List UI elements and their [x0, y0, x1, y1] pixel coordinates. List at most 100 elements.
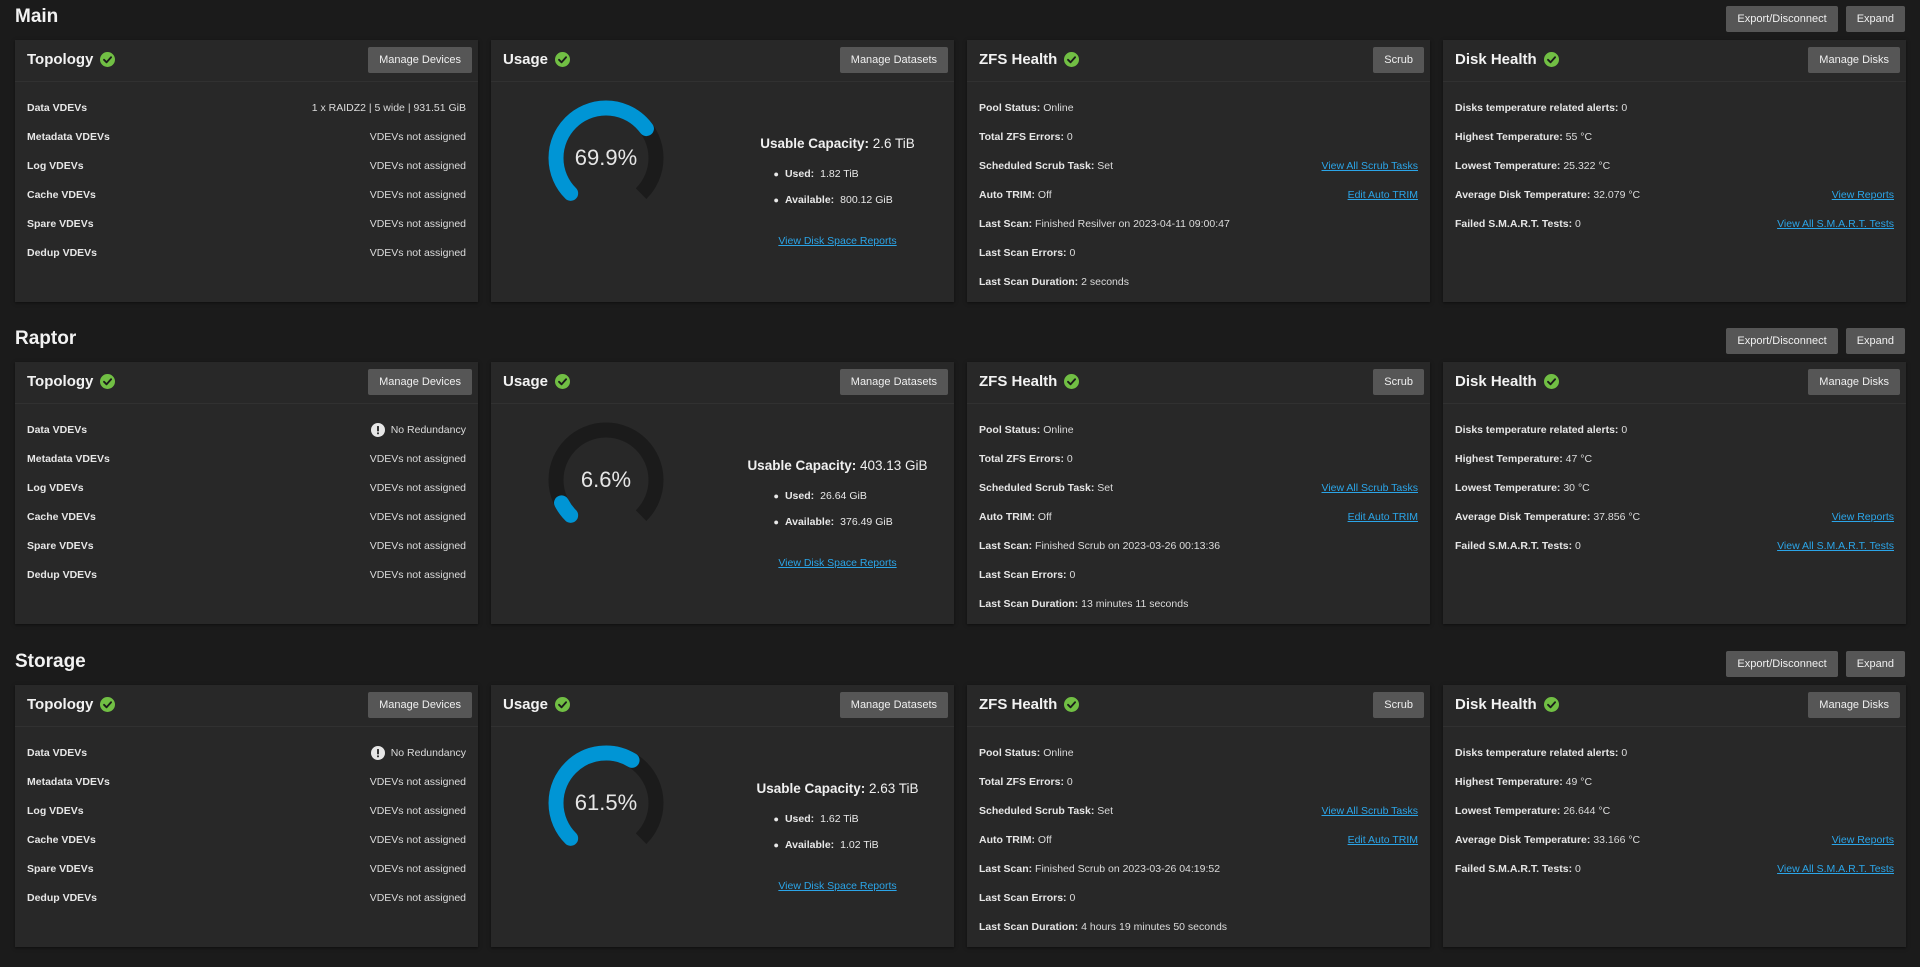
- zfs-rows: Pool Status: Online Total ZFS Errors: 0 Sc…: [979, 738, 1418, 941]
- vdev-value: VDEVs not assigned: [369, 539, 466, 552]
- row-label: Lowest Temperature:: [1455, 804, 1561, 817]
- export-disconnect-button[interactable]: Export/Disconnect: [1726, 328, 1838, 354]
- manage-datasets-button[interactable]: Manage Datasets: [839, 692, 948, 718]
- row-link[interactable]: View All Scrub Tasks: [1321, 159, 1419, 172]
- capacity-title: Usable Capacity: 2.63 TiB: [721, 781, 954, 796]
- manage-devices-button[interactable]: Manage Devices: [368, 369, 472, 395]
- manage-datasets-button[interactable]: Manage Datasets: [839, 47, 948, 73]
- row-left: Last Scan Errors: 0: [979, 247, 1075, 259]
- available-value: 376.49 GiB: [840, 516, 893, 528]
- vdev-label: Metadata VDEVs: [27, 130, 110, 143]
- row-link[interactable]: Edit Auto TRIM: [1347, 188, 1418, 201]
- row-left: Scheduled Scrub Task: Set: [979, 805, 1113, 817]
- expand-button[interactable]: Expand: [1845, 328, 1905, 354]
- vdev-value-wrap: VDEVs not assigned: [370, 540, 466, 552]
- zfs-row: Last Scan Errors: 0: [979, 560, 1418, 589]
- gauge-fill: [548, 745, 664, 861]
- card-title-text: ZFS Health: [979, 696, 1058, 713]
- row-label: Highest Temperature:: [1455, 130, 1563, 143]
- usage-gauge: 69.9%: [546, 98, 666, 218]
- warning-icon: [370, 422, 385, 437]
- topology-row: Dedup VDEVs VDEVs not assigned: [27, 238, 466, 267]
- manage-devices-button[interactable]: Manage Devices: [368, 692, 472, 718]
- topology-row: Dedup VDEVs VDEVs not assigned: [27, 560, 466, 589]
- row-value: 0: [1575, 217, 1581, 230]
- vdev-value-wrap: VDEVs not assigned: [370, 218, 466, 230]
- view-disk-space-reports-link[interactable]: View Disk Space Reports: [778, 557, 897, 569]
- pool-name: Storage: [15, 651, 86, 672]
- usage-percent: 69.9%: [574, 145, 638, 170]
- row-value: Set: [1097, 159, 1114, 172]
- capacity-available: ● Available: 376.49 GiB: [774, 509, 914, 535]
- row-value: 0: [1575, 862, 1581, 875]
- row-left: Auto TRIM: Off: [979, 189, 1052, 201]
- export-disconnect-button[interactable]: Export/Disconnect: [1726, 651, 1838, 677]
- vdev-value: VDEVs not assigned: [369, 775, 466, 788]
- disk-health-card: Disk Health Manage Disks Disks temperature…: [1443, 685, 1906, 947]
- row-value: 47 °C: [1565, 452, 1593, 465]
- row-link[interactable]: View All S.M.A.R.T. Tests: [1777, 217, 1894, 230]
- usage-card: Usage Manage Datasets 69.9% Usable Capacity…: [491, 40, 954, 302]
- manage-devices-button[interactable]: Manage Devices: [368, 47, 472, 73]
- row-left: Disks temperature related alerts: 0: [1455, 424, 1627, 436]
- zfs-health-card: ZFS Health Scrub Pool Status: Online Total …: [967, 40, 1430, 302]
- capacity-value: 2.63 TiB: [869, 781, 919, 796]
- row-link[interactable]: View All S.M.A.R.T. Tests: [1777, 862, 1894, 875]
- topology-row: Metadata VDEVs VDEVs not assigned: [27, 122, 466, 151]
- row-link[interactable]: View Reports: [1831, 510, 1894, 523]
- topology-rows: Data VDEVs No Redundancy Metadata VDEVs VDE…: [27, 415, 466, 589]
- scrub-button[interactable]: Scrub: [1373, 692, 1424, 718]
- card-title: Disk Health: [1455, 696, 1559, 713]
- view-disk-space-reports-link[interactable]: View Disk Space Reports: [778, 880, 897, 892]
- pool-cards: Topology Manage Devices Data VDEVs 1 x RAID…: [15, 40, 1906, 302]
- row-left: Pool Status: Online: [979, 102, 1074, 114]
- export-disconnect-button[interactable]: Export/Disconnect: [1726, 6, 1838, 32]
- card-title-text: Disk Health: [1455, 696, 1537, 713]
- manage-datasets-button[interactable]: Manage Datasets: [839, 369, 948, 395]
- manage-disks-button[interactable]: Manage Disks: [1808, 47, 1900, 73]
- row-value: 0: [1575, 539, 1581, 552]
- cap-link-wrap: View Disk Space Reports: [721, 235, 954, 247]
- row-value: Off: [1037, 510, 1052, 523]
- expand-button[interactable]: Expand: [1845, 6, 1905, 32]
- card-title: Usage: [503, 373, 571, 390]
- zfs-row: Total ZFS Errors: 0: [979, 767, 1418, 796]
- capacity-list: ● Used: 1.62 TiB ● Available: 1.02 TiB: [762, 806, 914, 858]
- usage-gauge: 61.5%: [546, 743, 666, 863]
- expand-button[interactable]: Expand: [1845, 651, 1905, 677]
- zfs-row: Last Scan: Finished Scrub on 2023-03-26 …: [979, 854, 1418, 883]
- card-title-text: Topology: [27, 696, 94, 713]
- topology-row: Cache VDEVs VDEVs not assigned: [27, 825, 466, 854]
- row-value: Finished Scrub on 2023-03-26 04:19:52: [1035, 862, 1221, 875]
- row-link[interactable]: Edit Auto TRIM: [1347, 510, 1418, 523]
- row-value: 33.166 °C: [1593, 833, 1641, 846]
- row-link[interactable]: Edit Auto TRIM: [1347, 833, 1418, 846]
- row-value: Online: [1043, 101, 1074, 114]
- card-title-text: Usage: [503, 51, 549, 68]
- capacity-used: ● Used: 1.82 TiB: [774, 161, 914, 187]
- zfs-row: Last Scan Duration: 13 minutes 11 second…: [979, 589, 1418, 618]
- vdev-value: No Redundancy: [390, 423, 466, 436]
- row-label: Lowest Temperature:: [1455, 481, 1561, 494]
- vdev-value-wrap: VDEVs not assigned: [370, 834, 466, 846]
- row-link[interactable]: View All S.M.A.R.T. Tests: [1777, 539, 1894, 552]
- view-disk-space-reports-link[interactable]: View Disk Space Reports: [778, 235, 897, 247]
- row-link[interactable]: View All Scrub Tasks: [1321, 804, 1419, 817]
- row-link[interactable]: View Reports: [1831, 833, 1894, 846]
- scrub-button[interactable]: Scrub: [1373, 369, 1424, 395]
- row-label: Failed S.M.A.R.T. Tests:: [1455, 539, 1573, 552]
- zfs-row: Scheduled Scrub Task: Set View All Scrub …: [979, 151, 1418, 180]
- row-left: Total ZFS Errors: 0: [979, 776, 1073, 788]
- scrub-button[interactable]: Scrub: [1373, 47, 1424, 73]
- manage-disks-button[interactable]: Manage Disks: [1808, 692, 1900, 718]
- row-link[interactable]: View Reports: [1831, 188, 1894, 201]
- check-circle-icon: [1543, 697, 1559, 712]
- available-value: 1.02 TiB: [840, 839, 879, 851]
- row-link[interactable]: View All Scrub Tasks: [1321, 481, 1419, 494]
- disk-row: Highest Temperature: 49 °C: [1455, 767, 1894, 796]
- row-left: Highest Temperature: 49 °C: [1455, 776, 1592, 788]
- vdev-label: Metadata VDEVs: [27, 775, 110, 788]
- manage-disks-button[interactable]: Manage Disks: [1808, 369, 1900, 395]
- zfs-rows: Pool Status: Online Total ZFS Errors: 0 Sc…: [979, 93, 1418, 296]
